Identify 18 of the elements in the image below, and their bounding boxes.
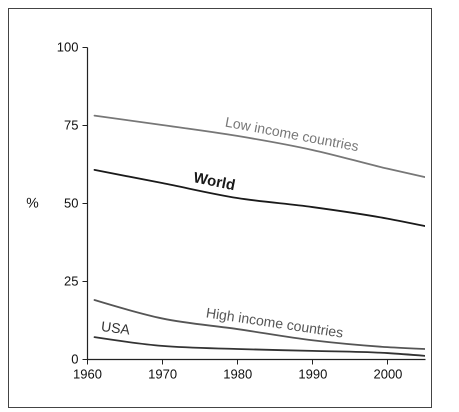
y-tick-label: 100 bbox=[56, 40, 78, 54]
line-series bbox=[94, 336, 425, 357]
text: USA bbox=[100, 318, 132, 338]
y-axis-title: % bbox=[26, 194, 39, 210]
y-tick-label: 0 bbox=[71, 352, 78, 366]
x-tick-label: 2000 bbox=[373, 366, 402, 382]
text: Low income countries bbox=[224, 114, 360, 154]
x-tick-label: 1960 bbox=[73, 366, 102, 382]
x-tick-label: 1990 bbox=[298, 366, 328, 382]
text: World bbox=[192, 169, 237, 194]
y-tick-label: 25 bbox=[64, 274, 78, 288]
line-series bbox=[94, 169, 425, 227]
text: High income countries bbox=[204, 304, 344, 341]
y-tick-label: 50 bbox=[64, 196, 78, 210]
y-tick-label: 75 bbox=[64, 118, 78, 132]
x-tick-label: 1980 bbox=[223, 366, 252, 382]
line-series bbox=[94, 299, 425, 350]
x-tick-label: 1970 bbox=[148, 366, 178, 382]
